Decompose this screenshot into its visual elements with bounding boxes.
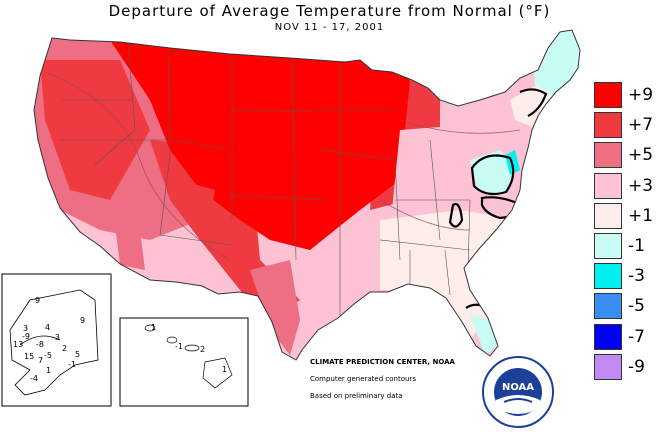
alaska-label: 13 (13, 340, 24, 349)
alaska-label: 9 (80, 316, 86, 325)
legend-label: +9 (628, 85, 654, 105)
alaska-inset (1, 273, 112, 407)
alaska-label: -8 (36, 340, 44, 349)
hawaii-label: 1 (222, 365, 228, 374)
hawaii-label: 2 (200, 345, 206, 354)
credit-line-1: CLIMATE PREDICTION CENTER, NOAA (310, 358, 455, 366)
alaska-label: -3 (52, 333, 60, 342)
alaska-label: 7 (38, 356, 44, 365)
legend-swatch (594, 82, 622, 108)
map-subtitle: NOV 11 - 17, 2001 (274, 22, 385, 33)
map-title: Departure of Average Temperature from No… (108, 2, 551, 20)
legend-label: +1 (628, 205, 654, 226)
legend-swatch (594, 202, 622, 229)
alaska-label: -5 (44, 351, 52, 360)
legend-label: +3 (628, 175, 654, 196)
legend-label: -3 (628, 266, 645, 287)
legend-swatch (594, 293, 622, 320)
alaska-label: 9 (35, 296, 41, 305)
hawaii-label: 1 (151, 323, 157, 332)
noaa-logo-text: NOAA (502, 382, 534, 393)
us-outline (33, 29, 581, 361)
legend-label: -9 (628, 356, 645, 377)
credit-line-2: Computer generated contours (310, 375, 416, 383)
legend-swatch (594, 323, 622, 350)
alaska-label: 15 (24, 352, 35, 361)
legend-label: -1 (628, 236, 645, 256)
alaska-label: 1 (46, 366, 52, 375)
alaska-label: -1 (68, 360, 76, 369)
legend-label: -5 (628, 296, 645, 317)
legend-label: -7 (628, 326, 645, 347)
alaska-label: 3 (23, 324, 29, 333)
legend-swatch (594, 353, 622, 380)
legend-swatch (594, 263, 622, 290)
legend-label: +7 (628, 115, 654, 136)
hawaii-inset (119, 317, 249, 407)
noaa-logo: NOAA (482, 356, 554, 428)
legend-swatch (594, 233, 622, 259)
legend-swatch (594, 172, 622, 199)
credit-line-3: Based on preliminary data (310, 392, 403, 400)
alaska-label: 5 (75, 350, 81, 359)
alaska-label: -9 (22, 332, 30, 341)
legend-label: +5 (628, 145, 654, 166)
alaska-label: -4 (30, 374, 38, 383)
alaska-label: 2 (62, 344, 68, 353)
legend-swatch (594, 142, 622, 169)
hawaii-label: -1 (175, 342, 183, 351)
alaska-label: 4 (45, 323, 51, 332)
legend-swatch (594, 112, 622, 139)
